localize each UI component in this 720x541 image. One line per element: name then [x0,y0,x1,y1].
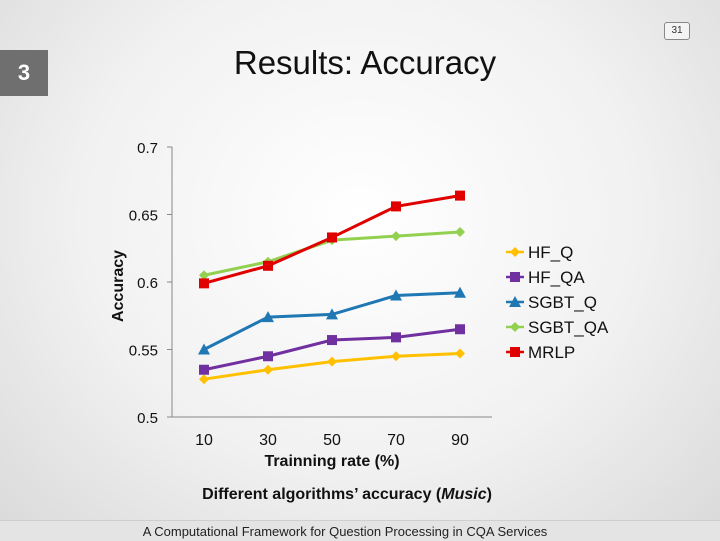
legend-swatch-marker [510,247,520,257]
series-mrlp-point [327,232,337,243]
series-hf-qa [199,324,465,375]
section-number: 3 [0,50,48,96]
series-sgbt-qa-point [391,231,401,242]
y-axis-label: Accuracy [110,250,127,322]
series-hf-q-point [327,356,337,367]
chart-caption: Different algorithms’ accuracy (Music) [202,486,492,503]
series-sgbt-q-point [390,289,402,301]
series-sgbt-q [198,286,466,355]
y-tick-label: 0.7 [137,140,158,157]
legend-item-hf-qa: HF_QA [506,268,585,287]
series-mrlp-point [455,190,465,201]
series-sgbt-q-point [198,343,210,355]
series-hf-q-point [391,351,401,362]
series-sgbt-q-point [326,308,338,320]
footer-band [0,520,720,541]
legend-item-sgbt-q: SGBT_Q [506,293,597,312]
legend-item-mrlp: MRLP [506,343,575,362]
series-sgbt-q-point [262,311,274,323]
series-hf-qa-point [199,364,209,375]
caption-prefix: Different algorithms’ accuracy ( [202,486,442,503]
legend-label: SGBT_QA [528,318,609,337]
series-hf-qa-point [455,324,465,335]
legend-label: MRLP [528,343,575,362]
page-number: 31 [664,22,690,40]
legend-item-hf-q: HF_Q [506,243,573,262]
series-sgbt-qa-point [199,270,209,281]
series-mrlp-point [199,278,209,289]
legend-swatch-marker [510,347,520,357]
legend-label: SGBT_Q [528,293,597,312]
series-sgbt-q-point [454,286,466,298]
series-hf-q-point [455,348,465,359]
series-hf-qa-point [327,335,337,346]
series-sgbt-qa-point [455,227,465,238]
series-hf-q [199,348,465,385]
series-mrlp-point [391,201,401,212]
y-tick-label: 0.5 [137,410,158,427]
x-tick-label: 90 [451,432,469,449]
caption-italic: Music [441,486,486,503]
legend-label: HF_Q [528,243,573,262]
series-mrlp-point [263,260,273,271]
x-tick-label: 30 [259,432,277,449]
legend-swatch-marker [510,272,520,282]
legend-item-sgbt-qa: SGBT_QA [506,318,609,337]
legend-swatch-marker [510,322,520,332]
series-hf-qa-point [391,332,401,343]
x-axis-label: Trainning rate (%) [264,453,399,470]
y-tick-label: 0.55 [129,343,158,360]
footer-text: A Computational Framework for Question P… [142,524,548,539]
x-tick-label: 70 [387,432,405,449]
legend-swatch-marker [509,296,521,307]
legend-label: HF_QA [528,268,585,287]
y-tick-label: 0.65 [129,208,158,225]
x-tick-label: 50 [323,432,341,449]
series-hf-q-point [263,364,273,375]
series-hf-qa-point [263,351,273,362]
x-tick-label: 10 [195,432,213,449]
slide-title: Results: Accuracy [233,44,497,81]
series-hf-q-point [199,374,209,385]
y-tick-label: 0.6 [137,275,158,292]
caption-suffix: ) [487,486,492,503]
series-mrlp [199,190,465,289]
